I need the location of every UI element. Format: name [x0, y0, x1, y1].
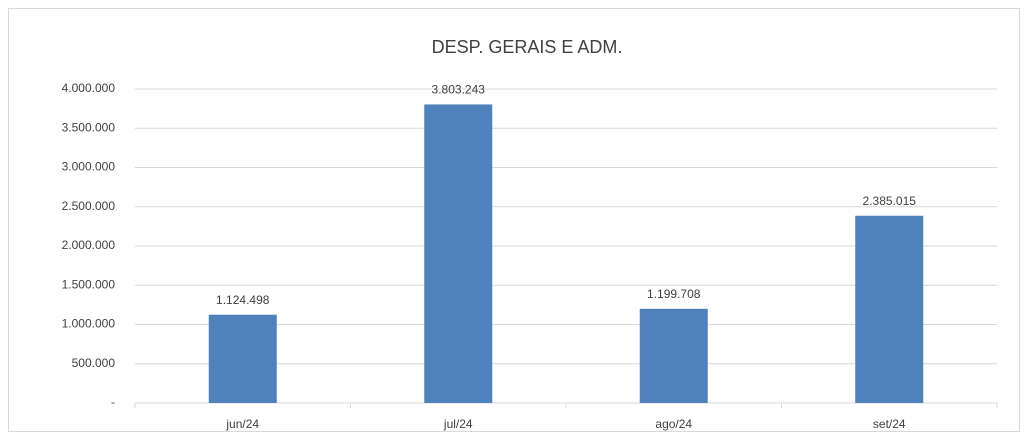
y-tick-label: 3.500.000	[62, 120, 116, 134]
y-tick-label: 3.000.000	[62, 160, 116, 174]
y-tick-label: -	[111, 395, 115, 409]
y-tick-label: 4.000.000	[62, 81, 116, 95]
bar	[639, 308, 708, 403]
x-tick-label: ago/24	[655, 417, 692, 431]
chart-title: DESP. GERAIS E ADM.	[432, 37, 623, 57]
y-tick-label: 500.000	[72, 356, 116, 370]
bar	[208, 314, 277, 403]
x-tick-label: jul/24	[443, 417, 473, 431]
data-label: 1.124.498	[216, 293, 270, 307]
x-tick-label: jun/24	[225, 417, 259, 431]
y-tick-label: 2.500.000	[62, 199, 116, 213]
y-tick-label: 1.500.000	[62, 277, 116, 291]
x-tick-label: set/24	[873, 417, 906, 431]
data-label: 2.385.015	[863, 194, 917, 208]
bar	[855, 215, 924, 403]
y-tick-label: 2.000.000	[62, 238, 116, 252]
data-label: 3.803.243	[432, 83, 486, 97]
y-tick-label: 1.000.000	[62, 317, 116, 331]
data-label: 1.199.708	[647, 287, 701, 301]
chart-border	[8, 8, 1020, 432]
bar	[424, 104, 493, 403]
